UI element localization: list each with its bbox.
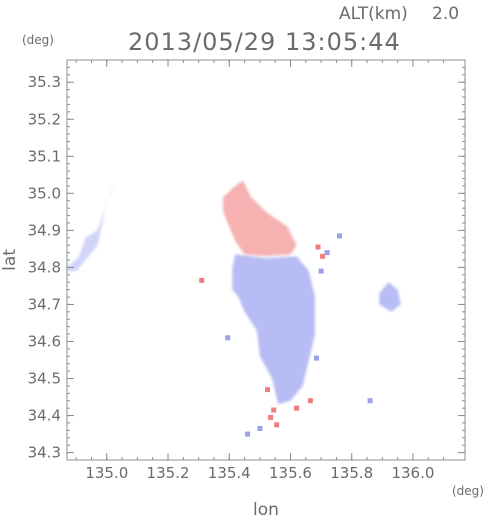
y-tick-label: 34.7: [28, 295, 61, 313]
echo-cell-13: [367, 398, 373, 404]
y-tick-label: 34.4: [28, 407, 61, 425]
x-tick-label: 135.6: [269, 464, 312, 482]
echo-cell-3: [271, 407, 277, 413]
x-axis: 135.0 135.2 135.4 135.6 135.8 136.0: [75, 60, 445, 482]
altitude-label: ALT(km): [339, 4, 408, 24]
echo-cell-7: [320, 253, 326, 259]
y-tick-label: 35.0: [28, 184, 61, 202]
echo-cell-15: [257, 426, 263, 431]
plot-area: 135.0 135.2 135.4 135.6 135.8 136.0 34.334.43…: [28, 59, 466, 482]
echo-cell-16: [225, 335, 231, 341]
echo-cell-4: [265, 387, 270, 393]
y-tick-label: 34.5: [28, 370, 61, 388]
y-axis-title: lat: [0, 249, 20, 271]
echo-region-north-positive-area: [223, 180, 297, 257]
y-axis: 34.3 34.4 34.5 34.6 34.7 34.8 34.9 35.0 35.1 35.2…: [28, 66, 465, 462]
y-tick-label: 34.6: [28, 332, 61, 350]
x-tick-label: 136.0: [391, 464, 434, 482]
echo-regions: [67, 180, 401, 405]
y-tick-label: 34.3: [28, 444, 61, 462]
y-unit-label: (deg): [22, 33, 54, 47]
y-tick-label: 35.1: [28, 147, 61, 165]
y-tick-label: 34.8: [28, 258, 61, 276]
echo-cell-2: [274, 422, 280, 428]
x-tick-label: 135.8: [330, 464, 373, 482]
echo-cell-8: [315, 244, 321, 250]
chart-title: 2013/05/29 13:05:44: [128, 28, 401, 56]
x-unit-label: (deg): [452, 484, 484, 498]
echo-region-central-negative-area: [232, 254, 315, 405]
x-tick-label: 135.2: [147, 464, 190, 482]
echo-cell-14: [245, 431, 251, 437]
echo-cell-12: [314, 355, 319, 361]
x-axis-title: lon: [253, 500, 279, 520]
echo-cell-11: [337, 233, 342, 239]
echo-cell-10: [324, 250, 330, 256]
echo-cells: [199, 233, 373, 437]
y-tick-label: 35.3: [28, 73, 61, 91]
echo-cell-9: [318, 268, 324, 274]
echo-cell-5: [294, 405, 300, 411]
echo-cell-1: [268, 414, 274, 420]
x-tick-label: 135.0: [85, 464, 128, 482]
y-tick-label: 34.9: [28, 221, 61, 239]
echo-cell-0: [199, 277, 205, 283]
y-tick-label: 35.2: [28, 110, 61, 128]
echo-region-west-edge-echo: [67, 182, 116, 272]
altitude-value: 2.0: [432, 4, 459, 24]
echo-cell-6: [307, 398, 313, 404]
x-tick-label: 135.4: [208, 464, 251, 482]
echo-region-east-small-echo: [379, 282, 401, 312]
